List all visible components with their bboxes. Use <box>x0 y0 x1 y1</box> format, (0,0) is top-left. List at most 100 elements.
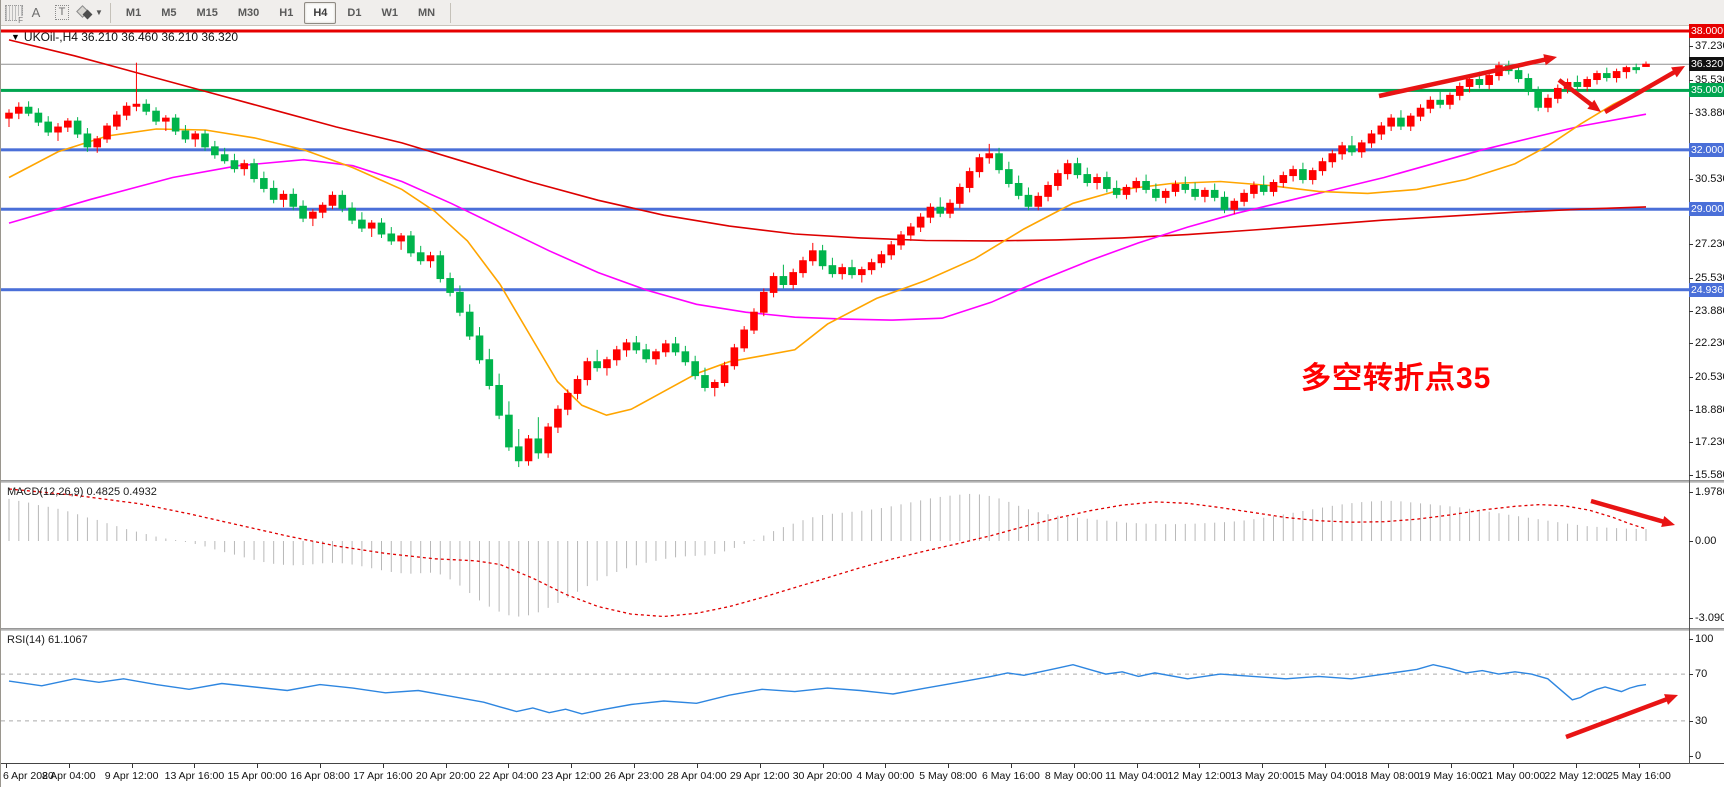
price-tick-label: 22.230 <box>1695 337 1724 350</box>
time-tick-mark <box>131 764 133 768</box>
font-tool-icon[interactable]: A <box>31 5 41 20</box>
trend-arrow[interactable] <box>1590 498 1670 526</box>
level-line-24.936[interactable] <box>1 288 1689 292</box>
trend-arrow[interactable] <box>1565 695 1674 740</box>
ma-mid-magenta <box>8 113 1647 321</box>
time-tick-mark <box>1639 764 1640 768</box>
scale-tick-mark <box>1689 178 1693 180</box>
macd-chart[interactable] <box>1 483 1689 628</box>
level-line-29.000[interactable] <box>1 207 1689 211</box>
level-line-38.000[interactable] <box>1 29 1689 33</box>
timeframe-button-h1[interactable]: H1 <box>279 6 294 19</box>
time-tick-mark <box>68 764 70 768</box>
time-tick-label: 19 May 16:00 <box>1418 770 1483 782</box>
time-tick-label: 6 May 16:00 <box>982 770 1040 782</box>
scale-tick-mark <box>1689 343 1693 345</box>
price-tick-label: 25.530 <box>1695 271 1724 284</box>
time-tick-label: 8 May 00:00 <box>1044 770 1103 782</box>
time-tick-mark <box>1010 764 1012 768</box>
scale-tick-mark <box>1689 756 1693 757</box>
time-tick-mark <box>571 764 573 768</box>
macd-panel[interactable]: MACD(12,26,9) 0.4825 0.4932 <box>1 483 1724 628</box>
price-tick-label: 18.880 <box>1695 403 1724 416</box>
price-tick-label: 35.530 <box>1695 73 1724 86</box>
scale-tick-mark <box>1689 79 1693 81</box>
toolbar-grip-icon[interactable]: F <box>5 4 24 25</box>
chart-annotation-text: 多空转折点35 <box>1301 362 1492 395</box>
scale-tick-mark <box>1689 639 1693 640</box>
time-tick-mark <box>885 764 887 768</box>
scale-tick-mark <box>1689 277 1693 279</box>
chevron-down-icon: ▼ <box>95 8 103 17</box>
ma-fast-orange <box>8 87 1647 417</box>
main-chart-panel[interactable]: ▼ UKOil-,H4 36.210 36.460 36.210 36.320 … <box>1 26 1724 480</box>
timeframe-button-d1[interactable]: D1 <box>347 6 362 19</box>
time-tick-label: 26 Apr 23:00 <box>604 770 664 782</box>
time-tick-mark <box>696 764 698 768</box>
toolbar-separator <box>450 2 452 23</box>
time-tick-mark <box>634 764 636 768</box>
trend-arrow-head <box>1543 54 1557 66</box>
trend-arrow[interactable] <box>1378 56 1552 99</box>
time-tick-label: 23 Apr 12:00 <box>541 770 602 782</box>
time-tick-mark <box>1199 764 1201 768</box>
timeframe-button-m1[interactable]: M1 <box>125 6 142 19</box>
level-line-35.000[interactable] <box>1 88 1689 92</box>
panel-separator[interactable] <box>1 480 1724 483</box>
time-tick-label: 29 Apr 12:00 <box>729 770 790 782</box>
scale-tick-mark <box>1689 376 1693 378</box>
timeframe-button-m30[interactable]: M30 <box>237 6 260 19</box>
price-level-badge: 35.000 <box>1689 83 1724 98</box>
price-level-badge: 24.936 <box>1689 282 1724 297</box>
timeframe-button-w1[interactable]: W1 <box>381 6 398 19</box>
price-scale[interactable]: 37.230 35.530 33.880 30.530 27.230 25.530 23.8… <box>1689 24 1724 764</box>
time-tick-mark <box>320 764 322 768</box>
chart-title-text: UKOil-,H4 36.210 36.460 36.210 36.320 <box>23 30 239 44</box>
time-tick-mark <box>508 764 510 768</box>
price-tick-label: 20.530 <box>1695 370 1724 383</box>
text-tool-icon[interactable]: T <box>50 2 74 24</box>
rsi-panel[interactable]: RSI(14) 61.1067 <box>1 631 1724 763</box>
trend-arrow[interactable] <box>1603 67 1681 114</box>
price-tick-label: 17.230 <box>1695 436 1724 449</box>
scale-tick-mark <box>1689 720 1693 722</box>
scale-tick-mark <box>1689 442 1693 444</box>
time-tick-label: 17 Apr 16:00 <box>353 770 413 782</box>
time-tick-label: 4 May 00:00 <box>856 770 915 782</box>
trend-arrow[interactable] <box>1557 78 1598 111</box>
time-tick-mark <box>822 764 824 768</box>
time-tick-label: 13 Apr 16:00 <box>164 770 225 782</box>
macd-histogram <box>8 493 1647 617</box>
rsi-chart[interactable] <box>1 631 1689 763</box>
time-axis[interactable]: 6 Apr 2020 8 Apr 04:00 9 Apr 12:00 13 Apr 1… <box>1 764 1724 787</box>
level-line-32.000[interactable] <box>1 148 1689 152</box>
time-tick-mark <box>759 764 761 768</box>
cursor-tool-icon[interactable]: ▼ <box>76 2 104 24</box>
scale-tick-mark <box>1689 244 1693 246</box>
chevron-down-icon[interactable]: ▼ <box>11 32 20 42</box>
timeframe-button-mn[interactable]: MN <box>417 6 436 19</box>
time-tick-label: 20 Apr 20:00 <box>415 770 476 782</box>
timeframe-button-m15[interactable]: M15 <box>196 6 218 19</box>
time-tick-label: 16 Apr 08:00 <box>290 770 350 782</box>
time-tick-label: 30 Apr 20:00 <box>792 770 853 782</box>
time-tick-mark <box>1073 764 1075 768</box>
time-tick-mark <box>1387 764 1389 768</box>
price-tick-label: 23.880 <box>1695 304 1724 317</box>
scale-tick-mark <box>1689 112 1693 114</box>
candlestick-chart[interactable] <box>1 26 1689 480</box>
scale-tick-mark <box>1689 491 1693 493</box>
timeframe-button-h4[interactable]: H4 <box>304 1 337 24</box>
timeframe-button-m5[interactable]: M5 <box>161 6 177 19</box>
candles-layer <box>5 60 1650 468</box>
time-tick-mark <box>1324 764 1326 768</box>
price-level-badge: 38.000 <box>1689 24 1724 38</box>
scale-tick-mark <box>1689 409 1693 411</box>
rsi-tick-label: 70 <box>1695 668 1708 681</box>
diamonds-icon <box>76 4 93 20</box>
panel-separator[interactable] <box>1 628 1724 631</box>
time-tick-label: 25 May 16:00 <box>1607 770 1671 782</box>
time-tick-mark <box>1262 764 1264 768</box>
macd-tick-label: 0.00 <box>1695 535 1717 547</box>
